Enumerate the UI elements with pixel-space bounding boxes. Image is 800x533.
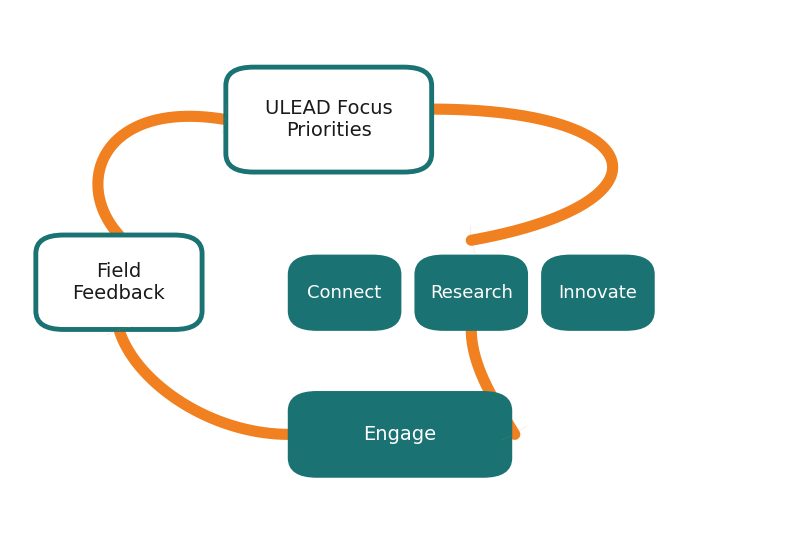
Text: Research: Research xyxy=(430,284,513,302)
Text: Field
Feedback: Field Feedback xyxy=(73,262,166,303)
FancyBboxPatch shape xyxy=(542,256,654,329)
FancyBboxPatch shape xyxy=(289,256,400,329)
FancyBboxPatch shape xyxy=(289,392,511,477)
FancyBboxPatch shape xyxy=(226,67,432,172)
Text: ULEAD Focus
Priorities: ULEAD Focus Priorities xyxy=(265,99,393,140)
FancyBboxPatch shape xyxy=(36,235,202,329)
Text: Connect: Connect xyxy=(307,284,382,302)
Text: Engage: Engage xyxy=(363,425,437,444)
Text: Innovate: Innovate xyxy=(558,284,638,302)
FancyBboxPatch shape xyxy=(416,256,526,329)
